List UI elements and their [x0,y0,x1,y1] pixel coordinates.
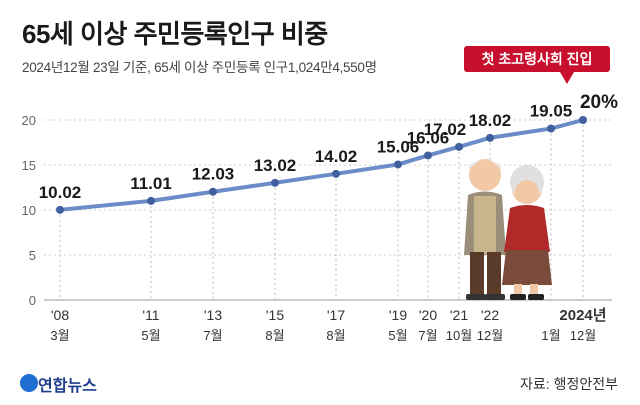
y-tick-label: 15 [22,158,36,173]
y-tick-label: 0 [29,293,36,308]
data-point [332,169,340,178]
x-tick-label-month: 1월 [541,328,560,343]
x-tick-label-month: 3월 [50,328,69,343]
x-tick-label-month: 12월 [477,328,503,343]
elderly-couple-illustration [464,159,552,300]
data-label: 19.05 [530,102,573,121]
data-label: 12.03 [192,165,235,184]
x-tick-label-month: 10월 [446,328,472,343]
data-label: 11.01 [130,174,172,193]
data-point [209,187,217,196]
y-tick-label: 5 [29,248,36,263]
data-point [579,116,587,124]
data-label: 16.06 [407,128,450,147]
data-label: 10.02 [39,183,82,202]
data-label: 20% [580,92,618,113]
data-label: 17.02 [424,120,467,139]
data-point [547,124,555,133]
data-label: 18.02 [469,111,512,130]
x-tick-label-year: '13 [204,307,222,323]
data-point [424,151,432,160]
x-tick-label-year: '17 [327,307,345,323]
x-tick-label-month: 7월 [418,328,437,343]
x-tick-label-month: 12월 [570,328,596,343]
data-point [56,205,64,214]
x-tick-label-year: '20 [419,307,437,323]
data-label: 13.02 [254,156,297,175]
data-label: 14.02 [315,147,358,166]
x-tick-label-year: '15 [266,307,284,323]
x-tick-label-year: '08 [51,307,69,323]
source-note: 자료: 행정안전부 [520,376,618,392]
x-tick-label-month: 7월 [203,328,222,343]
data-point [455,142,463,151]
y-tick-label: 10 [22,203,36,218]
badge-pointer [560,72,574,84]
x-tick-label-year: 2024년 [559,307,606,324]
data-point [486,133,494,142]
chart-subtitle: 2024년12월 23일 기준, 65세 이상 주민등록 인구1,024만4,5… [22,60,377,75]
data-point [147,196,155,205]
x-tick-label-year: '21 [450,307,468,323]
x-tick-label-year: '22 [481,307,499,323]
yonhap-logo-icon [20,374,38,392]
chart-title: 65세 이상 주민등록인구 비중 [22,19,328,49]
data-point [271,178,279,187]
super-aged-society-badge: 첫 초고령사회 진입 [464,46,610,72]
x-tick-label-month: 8월 [265,328,284,343]
data-label: 15.06 [377,137,420,156]
x-tick-label-year: '19 [389,307,407,323]
y-tick-label: 20 [22,113,36,128]
x-tick-label-year: '11 [142,307,159,323]
x-tick-label-month: 8월 [326,328,345,343]
x-tick-label-month: 5월 [141,328,160,343]
data-point [394,160,402,169]
x-tick-label-month: 5월 [388,328,407,343]
yonhap-logo: 연합뉴스 [38,378,97,395]
